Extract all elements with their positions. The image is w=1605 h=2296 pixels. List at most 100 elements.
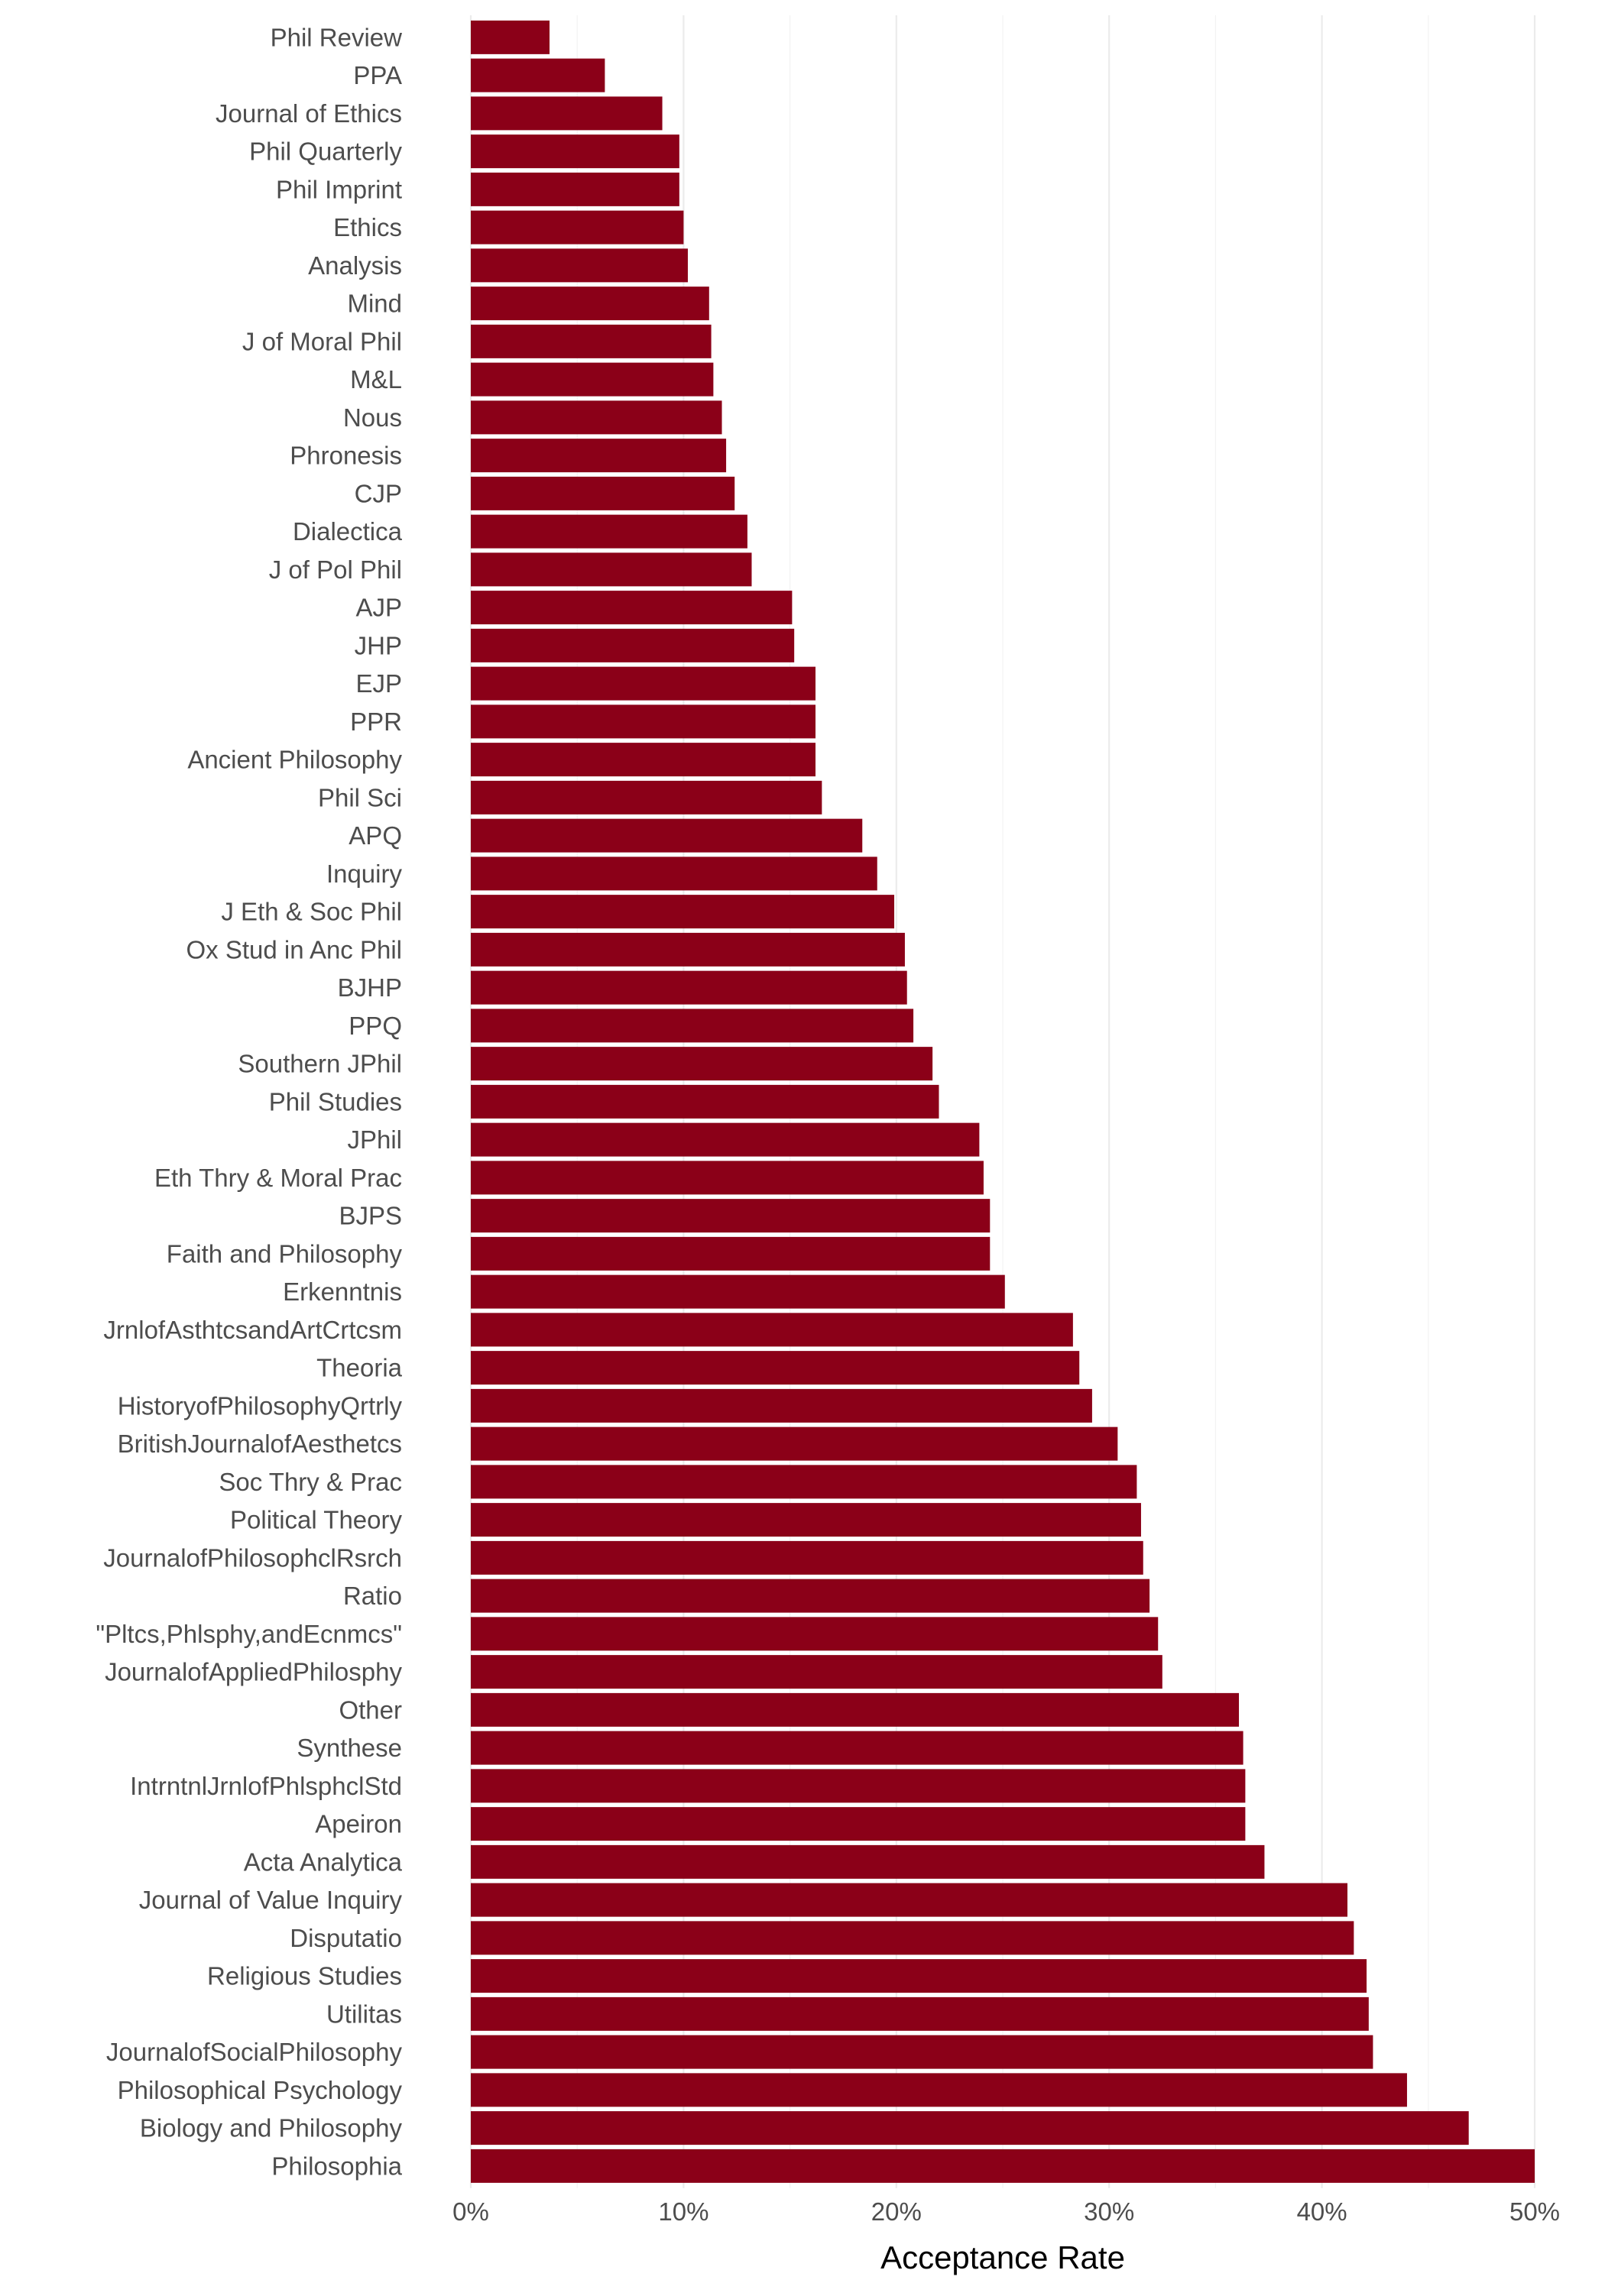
bar: [471, 743, 816, 777]
bar: [471, 1503, 1141, 1537]
bar: [471, 96, 663, 131]
bar: [471, 1122, 980, 1157]
category-label: JrnlofAsthtcsandArtCrtcsm: [103, 1316, 402, 1344]
category-label: Dialectica: [293, 517, 403, 546]
category-label: HistoryofPhilosophyQrtrly: [118, 1391, 403, 1420]
bar: [471, 2149, 1535, 2183]
bar: [471, 1426, 1118, 1461]
category-label: IntrntnlJrnlofPhlsphclStd: [130, 1772, 402, 1800]
x-axis-title: Acceptance Rate: [880, 2239, 1125, 2275]
x-tick-labels: 0% 10% 20% 30% 40% 50%: [452, 2197, 1560, 2226]
bar: [471, 1655, 1162, 1689]
category-label: Analysis: [308, 251, 402, 280]
category-label: Journal of Value Inquiry: [139, 1886, 403, 1914]
category-label: JournalofPhilosophclRsrch: [103, 1543, 402, 1572]
category-label: Phil Studies: [269, 1087, 402, 1116]
bar: [471, 1236, 991, 1271]
bar: [471, 1883, 1348, 1917]
category-label: APQ: [349, 821, 402, 850]
category-label: Inquiry: [326, 860, 403, 888]
bar: [471, 1769, 1246, 1803]
category-label: Journal of Ethics: [216, 99, 402, 128]
category-label: "Pltcs,Phlsphy,andEcnmcs": [96, 1620, 402, 1648]
category-label: PPQ: [349, 1012, 402, 1040]
x-tick-label: 20%: [871, 2197, 922, 2226]
bar: [471, 324, 712, 358]
bar: [471, 1047, 933, 1081]
category-label: BJHP: [338, 973, 402, 1002]
bar: [471, 1959, 1367, 1993]
bar: [471, 2035, 1373, 2069]
bar: [471, 552, 752, 587]
bar: [471, 2073, 1407, 2107]
bar: [471, 439, 727, 473]
bar: [471, 1351, 1080, 1385]
bar: [471, 476, 735, 510]
category-label: Phil Review: [271, 23, 403, 51]
bar: [471, 780, 822, 814]
category-label: Erkenntnis: [283, 1278, 402, 1306]
bars-layer: [471, 20, 1535, 2183]
category-label: Disputatio: [290, 1924, 402, 1952]
bar: [471, 1844, 1265, 1879]
category-label: Ethics: [333, 213, 402, 241]
category-label: Soc Thry & Prac: [219, 1468, 402, 1496]
category-label: Phil Quarterly: [249, 138, 402, 166]
category-label: Philosophia: [271, 2152, 402, 2180]
x-tick-label: 30%: [1084, 2197, 1134, 2226]
bar: [471, 818, 863, 853]
category-label: JournalofSocialPhilosophy: [106, 2038, 403, 2066]
category-label: Other: [339, 1695, 402, 1724]
category-label: Synthese: [297, 1734, 402, 1762]
category-label: J of Pol Phil: [269, 555, 402, 584]
bar: [471, 134, 679, 169]
bar: [471, 1009, 914, 1043]
bar: [471, 1161, 984, 1195]
bar: [471, 1731, 1243, 1765]
bar: [471, 666, 816, 701]
bar: [471, 1579, 1150, 1613]
category-label: Faith and Philosophy: [167, 1239, 403, 1268]
category-label: JPhil: [347, 1125, 402, 1154]
bar: [471, 287, 709, 321]
category-labels: Phil Review PPA Journal of Ethics Phil Quar…: [96, 23, 402, 2180]
bar: [471, 1692, 1240, 1727]
bar: [471, 1388, 1092, 1423]
bar: [471, 1540, 1143, 1575]
category-label: Phil Imprint: [276, 175, 402, 203]
bar: [471, 1996, 1369, 2031]
bar: [471, 362, 714, 397]
category-label: AJP: [355, 594, 402, 622]
bar: [471, 210, 684, 244]
category-label: Ratio: [343, 1582, 402, 1610]
bar: [471, 628, 795, 662]
bar: [471, 704, 816, 739]
category-label: Ancient Philosophy: [187, 746, 402, 774]
bar: [471, 58, 605, 92]
category-label: Nous: [343, 403, 402, 432]
category-label: Southern JPhil: [238, 1050, 402, 1078]
x-tick-label: 40%: [1297, 2197, 1347, 2226]
x-tick-label: 10%: [658, 2197, 708, 2226]
bar: [471, 400, 722, 435]
category-label: Utilitas: [326, 2000, 402, 2028]
category-label: PPR: [350, 708, 402, 736]
x-tick-label: 0%: [452, 2197, 489, 2226]
category-label: CJP: [355, 479, 402, 507]
bar: [471, 514, 747, 549]
category-label: Political Theory: [230, 1506, 402, 1534]
category-label: Acta Analytica: [244, 1847, 403, 1876]
category-label: Biology and Philosophy: [140, 2114, 403, 2142]
category-label: Phil Sci: [318, 783, 402, 811]
bar: [471, 1274, 1005, 1309]
category-label: BritishJournalofAesthetcs: [118, 1430, 402, 1458]
bar: [471, 1084, 939, 1119]
bar: [471, 932, 905, 967]
bar: [471, 248, 688, 283]
category-label: Religious Studies: [207, 1962, 402, 1990]
category-label: Eth Thry & Moral Prac: [154, 1164, 402, 1192]
category-label: J Eth & Soc Phil: [221, 898, 402, 926]
bar: [471, 1313, 1073, 1347]
